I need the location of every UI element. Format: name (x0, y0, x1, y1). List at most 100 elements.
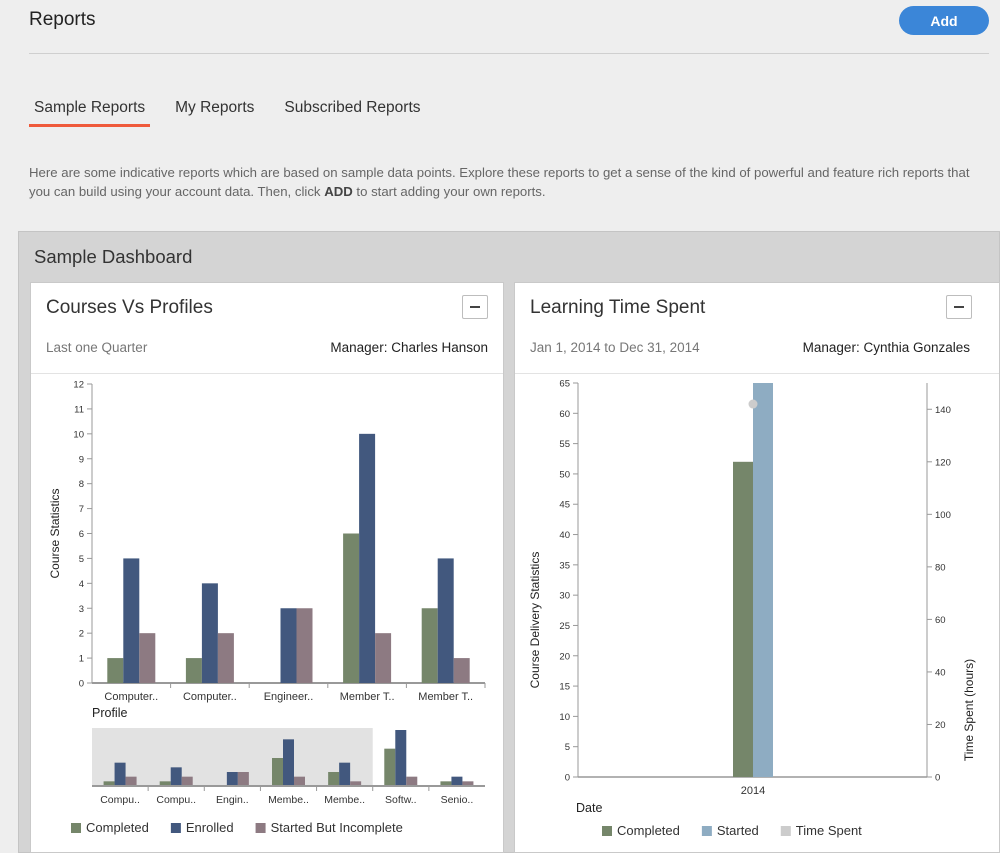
y-tick-label: 5 (79, 554, 84, 565)
y-tick-label: 15 (559, 682, 570, 693)
navigator-bar (181, 776, 193, 786)
point-time-spent (748, 399, 758, 409)
bar-completed (733, 461, 753, 777)
y2-tick-label: 140 (935, 405, 951, 416)
navigator-bar (294, 776, 305, 786)
navigator-bar (406, 776, 418, 786)
intro-text: Here are some indicative reports which a… (29, 163, 991, 201)
bar-started-but-incomplete (139, 633, 156, 683)
intro-add-keyword: ADD (324, 184, 353, 199)
navigator-bar (283, 739, 294, 786)
legend-swatch (71, 823, 81, 833)
navigator-tick-label: Membe.. (268, 794, 309, 806)
bar-enrolled (280, 608, 297, 683)
legend-swatch (780, 826, 791, 836)
y2-tick-label: 120 (935, 457, 951, 468)
bar-started (753, 383, 773, 777)
x-axis-label: Date (576, 801, 602, 815)
x-tick-label: Member T.. (340, 691, 395, 703)
navigator-bar (350, 781, 362, 786)
collapse-button[interactable] (946, 295, 972, 319)
panel-separator (31, 373, 503, 374)
sample-dashboard: Sample Dashboard Courses Vs Profiles Las… (18, 231, 1000, 853)
navigator-bar (384, 748, 396, 786)
y2-tick-label: 20 (935, 720, 946, 731)
y-axis-label: Course Delivery Statistics (528, 552, 542, 689)
y-tick-label: 8 (79, 479, 84, 490)
navigator-tick-label: Compu.. (156, 794, 196, 806)
bar-started-but-incomplete (453, 658, 470, 683)
bar-enrolled (359, 433, 376, 683)
bar-started-but-incomplete (375, 633, 392, 683)
panel-separator (515, 373, 999, 374)
panel-title: Learning Time Spent (530, 297, 706, 318)
legend-swatch (602, 826, 612, 836)
panel-date-range: Jan 1, 2014 to Dec 31, 2014 (530, 340, 700, 355)
panel-manager: Manager: Cynthia Gonzales (802, 340, 970, 355)
bar-enrolled (437, 558, 454, 683)
navigator-bar (159, 781, 171, 786)
navigator-bar (339, 762, 351, 786)
y-tick-label: 40 (559, 530, 570, 541)
navigator-tick-label: Softw.. (385, 794, 417, 806)
y-tick-label: 10 (559, 712, 570, 723)
y-tick-label: 0 (565, 773, 570, 784)
navigator-bar (440, 781, 452, 786)
y-tick-label: 45 (559, 500, 570, 511)
tab-sample-reports[interactable]: Sample Reports (29, 99, 151, 127)
intro-text-end: to start adding your own reports. (352, 184, 546, 199)
add-button[interactable]: Add (899, 6, 989, 35)
legend-label: Completed (86, 820, 149, 835)
legend-label: Enrolled (186, 820, 234, 835)
learning-time-spent-chart: 0 5 10 15 20 25 30 35 40 45 50 55 60 65 0 20 40 60 80 100 12… (528, 379, 976, 839)
dashboard-title: Sample Dashboard (34, 246, 193, 267)
navigator-tick-label: Membe.. (324, 794, 365, 806)
tab-subscribed-reports[interactable]: Subscribed Reports (284, 99, 421, 116)
y-tick-label: 3 (79, 604, 84, 615)
tab-my-reports[interactable]: My Reports (175, 99, 255, 116)
y-tick-label: 11 (74, 404, 84, 415)
y-tick-label: 50 (559, 469, 570, 480)
header-divider (29, 53, 989, 54)
navigator-bar (170, 767, 182, 786)
navigator-bar (462, 781, 474, 786)
legend-label: Started But Incomplete (271, 820, 403, 835)
navigator-tick-label: Compu.. (100, 794, 140, 806)
bar-enrolled (201, 583, 218, 683)
y-tick-label: 5 (565, 742, 570, 753)
navigator-bar (226, 772, 238, 786)
bar-enrolled (123, 558, 140, 683)
y-axis-label: Course Statistics (48, 488, 62, 578)
y2-axis-label: Time Spent (hours) (962, 659, 976, 761)
collapse-button[interactable] (462, 295, 488, 319)
tab-bar: Sample Reports My Reports Subscribed Rep… (29, 99, 446, 129)
navigator-bar (114, 762, 126, 786)
x-tick-label: Computer.. (183, 691, 237, 703)
bar-completed (343, 533, 360, 683)
navigator-tick-label: Senio.. (441, 794, 474, 806)
y-tick-label: 35 (559, 560, 570, 571)
navigator-bar (237, 772, 249, 786)
y-tick-label: 60 (559, 409, 570, 420)
y-tick-label: 6 (79, 529, 84, 540)
y-tick-label: 10 (73, 429, 84, 440)
y-tick-label: 20 (559, 651, 570, 662)
navigator-bar (395, 730, 407, 786)
panel-learning-time-spent: Learning Time Spent Jan 1, 2014 to Dec 3… (514, 282, 1000, 853)
y-tick-label: 9 (79, 454, 84, 465)
navigator-bar (328, 772, 340, 786)
navigator-tick-label: Engin.. (216, 794, 249, 806)
y-tick-label: 4 (79, 579, 84, 590)
x-axis-label: Profile (92, 706, 127, 720)
legend-swatch (170, 823, 181, 833)
y2-tick-label: 40 (935, 667, 946, 678)
bar-completed (421, 608, 438, 683)
navigator-bar (103, 781, 115, 786)
y-tick-label: 1 (79, 654, 84, 665)
y-tick-label: 25 (559, 621, 570, 632)
panel-date-range: Last one Quarter (46, 340, 148, 355)
legend-label: Completed (617, 823, 680, 838)
bar-completed (107, 658, 124, 683)
bar-started-but-incomplete (217, 633, 234, 683)
